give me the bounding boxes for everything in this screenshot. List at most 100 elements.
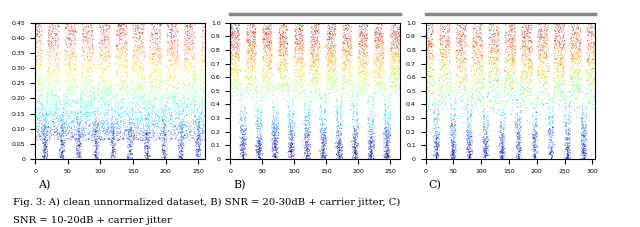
Point: [310, 96, 321, 100]
Point: [101, 54, 111, 58]
Point: [325, 47, 335, 51]
Point: [481, 131, 492, 134]
Point: [105, 93, 115, 96]
Point: [243, 38, 253, 42]
Point: [381, 133, 392, 137]
Point: [345, 67, 355, 70]
Point: [476, 52, 486, 55]
Point: [503, 74, 513, 77]
Point: [57, 150, 67, 153]
Point: [541, 21, 551, 25]
Point: [94, 42, 104, 45]
Point: [467, 83, 477, 86]
Point: [134, 56, 144, 59]
Point: [262, 61, 273, 65]
Point: [97, 67, 107, 71]
Point: [384, 140, 394, 143]
Point: [298, 57, 308, 61]
Point: [44, 82, 54, 86]
Point: [493, 80, 503, 84]
Point: [193, 153, 204, 157]
Point: [378, 56, 388, 59]
Point: [150, 139, 160, 143]
Point: [505, 50, 515, 54]
Point: [340, 33, 350, 36]
Point: [448, 145, 458, 149]
Point: [145, 39, 156, 42]
Point: [568, 54, 579, 58]
Point: [140, 104, 150, 108]
Point: [547, 133, 557, 137]
Point: [388, 54, 399, 57]
Point: [305, 134, 315, 138]
Point: [239, 129, 249, 133]
Point: [55, 153, 65, 157]
Point: [195, 73, 205, 77]
Point: [113, 84, 124, 87]
Point: [561, 105, 571, 108]
Point: [261, 24, 271, 28]
Point: [44, 21, 54, 25]
Point: [573, 59, 583, 62]
Point: [110, 91, 120, 95]
Point: [391, 39, 401, 43]
Point: [526, 101, 536, 105]
Point: [177, 120, 188, 123]
Point: [50, 78, 60, 82]
Point: [61, 44, 72, 47]
Point: [102, 111, 112, 114]
Point: [423, 21, 433, 25]
Point: [54, 114, 64, 117]
Point: [70, 54, 81, 58]
Point: [58, 90, 68, 94]
Point: [128, 101, 138, 104]
Point: [244, 66, 254, 70]
Point: [496, 138, 506, 141]
Point: [490, 38, 500, 42]
Point: [467, 87, 477, 91]
Point: [363, 117, 373, 121]
Point: [252, 96, 262, 99]
Point: [128, 24, 138, 27]
Point: [430, 111, 440, 115]
Point: [572, 106, 582, 109]
Point: [37, 122, 47, 126]
Point: [102, 64, 113, 68]
Point: [558, 69, 568, 73]
Point: [360, 42, 370, 45]
Point: [540, 31, 550, 35]
Point: [167, 107, 177, 111]
Point: [245, 58, 255, 61]
Point: [534, 70, 544, 74]
Point: [274, 84, 284, 88]
Point: [189, 30, 199, 34]
Point: [121, 110, 131, 114]
Point: [340, 49, 350, 53]
Point: [122, 57, 132, 61]
Point: [346, 22, 356, 25]
Point: [504, 57, 515, 61]
Point: [50, 36, 60, 39]
Point: [124, 145, 134, 149]
Point: [229, 29, 239, 33]
Point: [283, 151, 293, 155]
Point: [99, 38, 109, 42]
Point: [371, 55, 381, 59]
Point: [544, 96, 554, 100]
Point: [44, 87, 54, 91]
Point: [328, 75, 339, 79]
Point: [261, 31, 271, 35]
Point: [241, 132, 251, 136]
Point: [166, 36, 177, 40]
Point: [84, 59, 95, 63]
Point: [315, 128, 325, 132]
Point: [320, 108, 330, 111]
Point: [311, 21, 321, 25]
Point: [311, 21, 321, 25]
Point: [33, 62, 44, 66]
Point: [52, 92, 63, 95]
Point: [45, 105, 55, 109]
Point: [463, 96, 474, 99]
Point: [253, 109, 263, 113]
Point: [562, 149, 572, 153]
